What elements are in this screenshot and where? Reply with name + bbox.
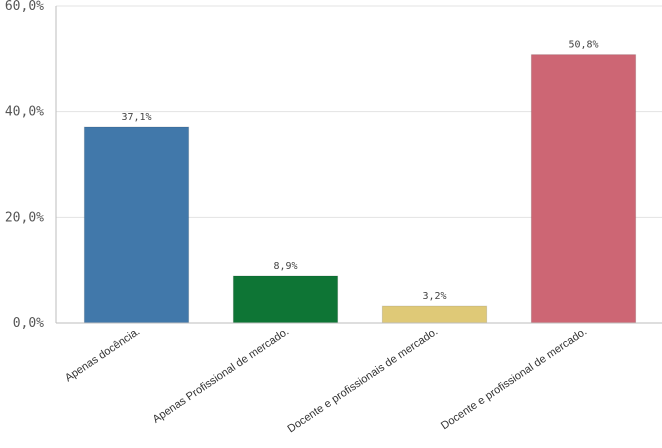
bar-value-label: 8,9% xyxy=(273,261,297,272)
x-axis-labels: Apenas docência. Apenas Profissional de m… xyxy=(63,326,589,436)
bar-value-label: 37,1% xyxy=(121,112,151,123)
y-axis: 0,0% 20,0% 40,0% 60,0% xyxy=(5,0,44,331)
x-tick-label: Apenas Profissional de mercado. xyxy=(151,326,292,426)
bars xyxy=(83,54,637,324)
bar-value-label: 3,2% xyxy=(422,291,446,302)
y-tick-label: 0,0% xyxy=(13,316,44,331)
bar xyxy=(83,126,190,324)
bar xyxy=(530,54,637,324)
data-labels: 37,1% 8,9% 3,2% 50,8% xyxy=(121,40,598,302)
x-tick-label: Docente e profissional de mercado. xyxy=(439,326,589,433)
x-tick-label: Docente e profissionais de mercado. xyxy=(285,326,440,436)
bar-value-label: 50,8% xyxy=(568,40,598,51)
y-tick-label: 20,0% xyxy=(5,210,44,225)
x-tick-label: Apenas docência. xyxy=(63,326,142,385)
bar xyxy=(381,305,488,324)
y-tick-label: 60,0% xyxy=(5,0,44,14)
bar xyxy=(232,275,339,324)
y-tick-label: 40,0% xyxy=(5,105,44,120)
